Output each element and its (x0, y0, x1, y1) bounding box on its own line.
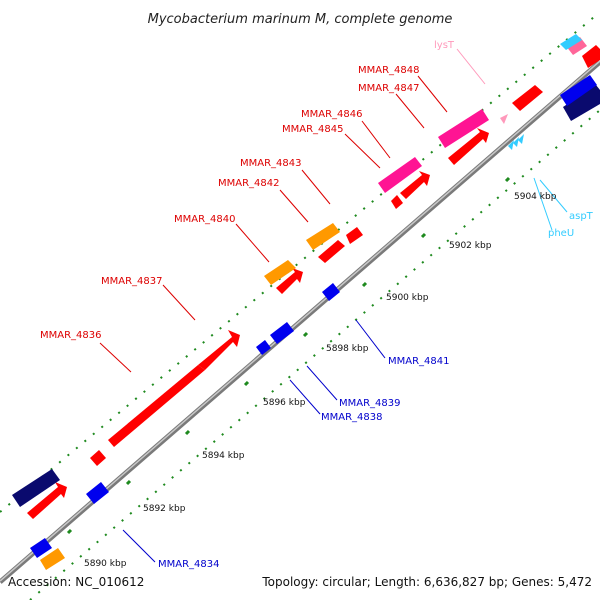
tick-label: 5898 kbp (326, 344, 369, 354)
forward-gene-label: MMAR_4836 (40, 330, 102, 341)
cds-mmar-4836 (108, 365, 205, 447)
cds-mmar-4837 (27, 482, 67, 519)
tick-label: 5902 kbp (449, 241, 492, 251)
forward-gene-label: MMAR_4843 (240, 158, 302, 169)
outer-tick-track (0, 11, 600, 513)
tick-label: 5894 kbp (202, 451, 245, 461)
gene-labels: MMAR_4836 MMAR_4837 MMAR_4840 MMAR_4842 MMAR… (40, 40, 594, 570)
orange-features (40, 223, 340, 570)
forward-gene-label: MMAR_4842 (218, 178, 280, 189)
trna-features (500, 34, 582, 150)
accession-text: Accession: NC_010612 (8, 575, 144, 589)
trna-label: lysT (434, 40, 455, 51)
forward-gene-label: MMAR_4848 (358, 65, 420, 76)
cds-mmar-4834 (30, 538, 52, 558)
cds-mmar-4848 (512, 85, 543, 111)
cds-mmar-4838 (256, 340, 271, 355)
forward-gene-label: MMAR_4845 (282, 124, 344, 135)
trna-lysT (500, 114, 508, 124)
genome-summary: Topology: circular; Length: 6,636,827 bp… (261, 575, 592, 589)
cds-mmar-4840 (276, 268, 303, 294)
tick-label: 5890 kbp (84, 559, 127, 569)
reverse-gene-label: MMAR_4839 (339, 398, 401, 409)
major-ticks (66, 176, 511, 535)
tick-label: 5896 kbp (263, 398, 306, 408)
reverse-gene-label: MMAR_4838 (321, 412, 383, 423)
forward-gene-label: MMAR_4847 (358, 83, 420, 94)
reverse-gene-label: MMAR_4834 (158, 559, 220, 570)
cds-mmar-4839 (270, 322, 294, 344)
tick-labels: 5890 kbp 5892 kbp 5894 kbp 5896 kbp 5898 kbp… (84, 192, 557, 569)
cds-mmar-4847 (448, 128, 489, 165)
forward-gene-label: MMAR_4846 (301, 109, 363, 120)
cds-mmar-4841 (322, 283, 340, 301)
forward-label-lines (99, 75, 448, 373)
navy-features (12, 85, 600, 507)
trna-label: aspT (569, 211, 594, 222)
forward-gene-label: MMAR_4840 (174, 214, 236, 225)
forward-gene-label: MMAR_4837 (101, 276, 163, 287)
tick-label: 5892 kbp (143, 504, 186, 514)
magenta-features (378, 37, 587, 193)
inner-tick-track (29, 109, 600, 600)
trna-reverse-leaders (533, 177, 568, 231)
genome-backbone (0, 60, 600, 584)
cds-mmar-4845 (391, 195, 403, 209)
cds-mmar-4842 (318, 240, 345, 263)
lysT-leader (456, 48, 486, 85)
tick-label: 5904 kbp (514, 192, 557, 202)
cds-mmar-4846 (400, 171, 430, 199)
reverse-cds-features (30, 75, 597, 558)
tick-label: 5900 kbp (386, 293, 429, 303)
forward-cds-features (27, 45, 600, 519)
reverse-label-lines (122, 319, 386, 563)
trna-label: pheU (548, 228, 574, 239)
map-title: Mycobacterium marinum M, complete genome (148, 12, 453, 27)
reverse-gene-label: MMAR_4841 (388, 356, 450, 367)
